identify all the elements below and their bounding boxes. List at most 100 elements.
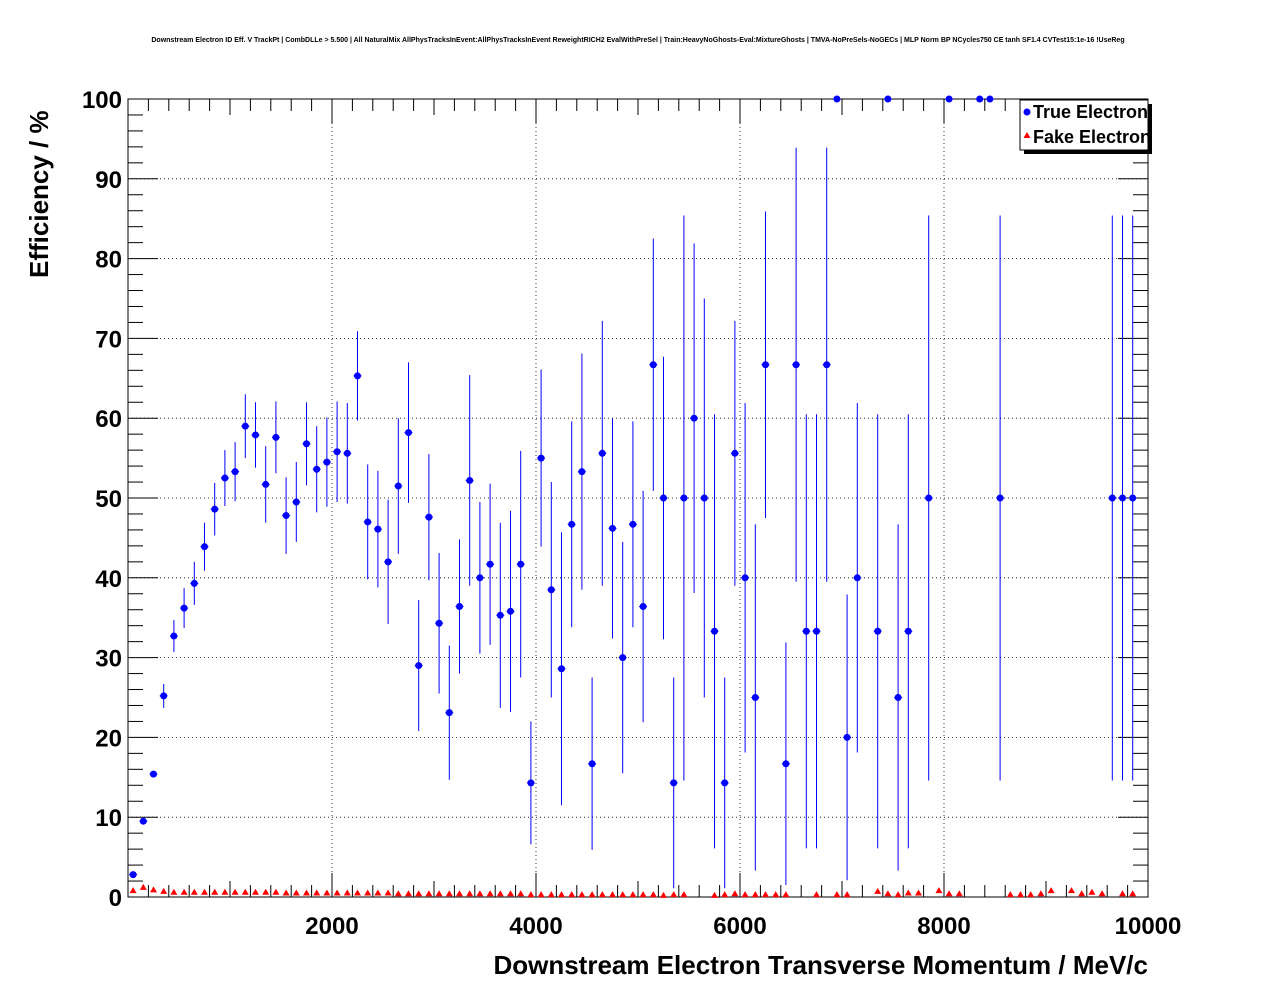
true-electron-point: [670, 779, 678, 787]
true-electron-point: [394, 482, 402, 490]
true-electron-point: [252, 431, 259, 439]
fake-electron-point: [660, 891, 667, 898]
fake-electron-point: [425, 890, 433, 897]
true-electron-point: [731, 449, 739, 457]
true-electron-point: [996, 494, 1004, 502]
y-tick-label: 10: [95, 805, 122, 832]
true-electron-point: [609, 524, 616, 532]
true-electron-point: [741, 574, 749, 582]
fake-electron-point: [1027, 891, 1035, 898]
true-electron-point: [588, 760, 596, 768]
true-electron-point: [313, 465, 321, 473]
true-electron-point: [241, 422, 249, 430]
fake-electron-point: [629, 891, 637, 898]
true-electron-point: [343, 449, 351, 457]
fake-electron-point: [323, 889, 331, 896]
true-electron-point: [190, 579, 198, 587]
true-electron-point: [496, 611, 504, 619]
fake-electron-point: [741, 891, 749, 898]
fake-electron-point: [272, 888, 280, 895]
fake-electron-point: [211, 888, 219, 895]
true-electron-point: [466, 476, 474, 484]
fake-electron-point: [1047, 887, 1055, 894]
series-true-electron: [129, 95, 1137, 889]
x-tick-label: 8000: [917, 913, 970, 940]
true-electron-point: [405, 429, 412, 437]
true-electron-point: [823, 361, 831, 369]
fake-electron-point: [955, 890, 963, 897]
true-electron-point: [711, 627, 718, 635]
true-electron-point: [558, 665, 565, 673]
fake-electron-point: [231, 888, 239, 895]
fake-electron-point: [507, 890, 514, 897]
fake-electron-point: [476, 890, 484, 897]
fake-electron-point: [313, 889, 321, 896]
x-tick-label: 10000: [1115, 913, 1182, 940]
true-electron-point: [139, 817, 147, 825]
fake-electron-point: [252, 888, 259, 895]
true-electron-point: [568, 520, 576, 528]
true-electron-point: [639, 603, 647, 611]
true-electron-point: [690, 414, 698, 422]
legend-true-electron-marker: [1023, 108, 1031, 116]
true-electron-point: [150, 770, 157, 778]
x-axis-title: Downstream Electron Transverse Momentum …: [493, 950, 1148, 980]
fake-electron-point: [129, 887, 137, 894]
true-electron-point: [843, 733, 851, 741]
y-tick-label: 100: [82, 87, 122, 114]
true-electron-point: [751, 694, 759, 701]
true-electron-point: [201, 543, 208, 551]
y-tick-label: 0: [109, 885, 122, 912]
fake-electron-point: [415, 890, 423, 897]
true-electron-point: [303, 440, 310, 448]
y-tick-label: 80: [95, 247, 122, 274]
fake-electron-point: [354, 889, 361, 896]
x-tick-labels: 2000 4000 6000 8000 10000: [305, 913, 1181, 940]
fake-electron-point: [384, 889, 392, 896]
true-electron-point: [486, 560, 494, 568]
fake-electron-point: [843, 891, 851, 898]
fake-electron-point: [874, 887, 882, 894]
series-fake-electron: [129, 883, 1137, 898]
true-electron-point: [976, 95, 984, 103]
fake-electron-point: [894, 891, 902, 898]
fake-electron-point: [578, 891, 586, 898]
y-tick-label: 20: [95, 725, 122, 752]
fake-electron-point: [435, 890, 443, 897]
fake-electron-point: [598, 891, 606, 898]
fake-electron-point: [772, 891, 780, 898]
fake-electron-point: [1129, 890, 1137, 897]
y-axis-title: Efficiency / %: [24, 110, 54, 278]
true-electron-point: [660, 494, 667, 502]
true-electron-point: [945, 95, 953, 103]
true-electron-point: [874, 627, 882, 635]
true-electron-point: [231, 468, 239, 476]
true-electron-point: [721, 779, 729, 787]
fake-electron-point: [364, 889, 372, 896]
legend-fake-electron-label: Fake Electron: [1033, 127, 1151, 147]
true-electron-point: [211, 505, 219, 513]
fake-electron-point: [343, 889, 351, 896]
fake-electron-point: [731, 890, 739, 897]
true-electron-point: [904, 627, 912, 635]
fake-electron-point: [282, 889, 290, 896]
true-electron-point: [1108, 494, 1116, 502]
true-electron-point: [364, 518, 372, 526]
true-electron-point: [833, 95, 841, 103]
true-electron-point: [1129, 494, 1137, 502]
fake-electron-point: [670, 891, 678, 898]
x-tick-label: 2000: [305, 913, 358, 940]
y-tick-label: 90: [95, 167, 122, 194]
fake-electron-point: [374, 889, 382, 896]
fake-electron-point: [619, 891, 627, 898]
fake-electron-point: [915, 889, 922, 896]
fake-electron-point: [711, 891, 718, 898]
true-electron-point: [527, 779, 535, 787]
fake-electron-point: [150, 886, 157, 893]
fake-electron-point: [221, 888, 229, 895]
legend-fake-electron-marker: [1023, 132, 1031, 138]
y-tick-label: 30: [95, 646, 122, 673]
fake-electron-point: [609, 891, 616, 898]
fake-electron-point: [1088, 888, 1096, 895]
fake-electron-point: [904, 889, 912, 896]
